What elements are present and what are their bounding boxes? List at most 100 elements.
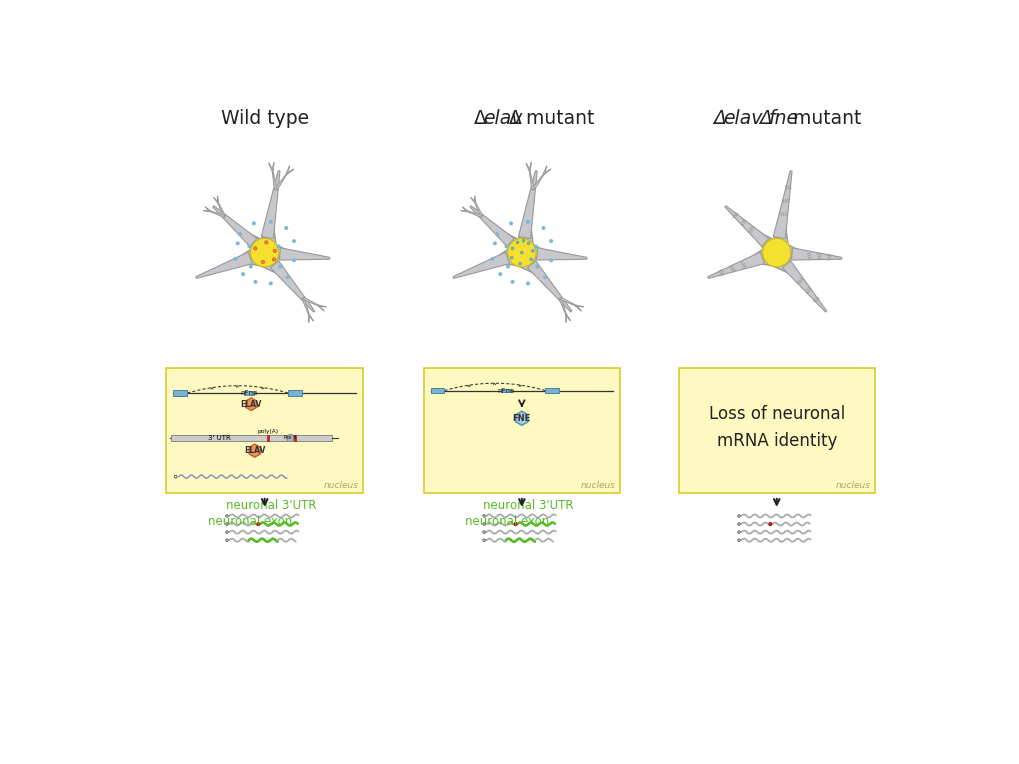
Circle shape [252, 222, 256, 225]
Circle shape [272, 257, 276, 261]
Polygon shape [286, 169, 293, 174]
Polygon shape [217, 196, 219, 202]
Polygon shape [529, 163, 531, 171]
Circle shape [483, 523, 485, 526]
Circle shape [226, 539, 228, 542]
Polygon shape [526, 163, 530, 171]
Circle shape [738, 539, 740, 542]
Text: mutant: mutant [520, 108, 594, 128]
Bar [679, 368, 875, 493]
Circle shape [768, 523, 772, 526]
Circle shape [514, 523, 518, 526]
Polygon shape [475, 196, 476, 202]
Text: nFne: nFne [497, 387, 515, 393]
Polygon shape [463, 207, 468, 212]
Polygon shape [204, 210, 210, 212]
Circle shape [490, 257, 494, 261]
Text: nucleus: nucleus [323, 481, 359, 490]
Polygon shape [461, 210, 468, 212]
Circle shape [535, 264, 539, 268]
Circle shape [534, 244, 538, 248]
Text: neuronal exon: neuronal exon [208, 515, 292, 528]
Text: fne: fne [768, 108, 798, 128]
Circle shape [291, 258, 296, 262]
Bar [173, 390, 187, 396]
Circle shape [174, 475, 177, 478]
Circle shape [504, 244, 508, 248]
Polygon shape [275, 173, 287, 190]
Circle shape [507, 238, 536, 267]
Circle shape [738, 531, 740, 533]
Text: Pol II: Pol II [284, 435, 297, 441]
Polygon shape [543, 166, 547, 174]
Polygon shape [319, 305, 326, 307]
Polygon shape [532, 173, 544, 190]
Bar [171, 435, 332, 441]
Circle shape [269, 220, 273, 224]
Circle shape [530, 258, 533, 261]
Circle shape [549, 258, 553, 262]
Polygon shape [470, 206, 515, 247]
Text: neuronal 3'UTR: neuronal 3'UTR [225, 499, 316, 512]
Polygon shape [566, 314, 571, 321]
Text: poly(A): poly(A) [257, 429, 278, 435]
Text: FNE: FNE [513, 414, 531, 422]
Text: Δ: Δ [713, 108, 727, 128]
Polygon shape [250, 444, 261, 457]
Circle shape [483, 539, 485, 542]
Polygon shape [468, 211, 482, 218]
Circle shape [291, 239, 296, 243]
Circle shape [254, 280, 258, 284]
Circle shape [251, 238, 279, 267]
Polygon shape [576, 305, 582, 311]
Text: mutant: mutant [787, 108, 861, 128]
Circle shape [249, 264, 253, 268]
Circle shape [242, 272, 246, 276]
Circle shape [519, 262, 522, 265]
Circle shape [522, 239, 525, 242]
Circle shape [238, 232, 243, 236]
Polygon shape [543, 169, 551, 174]
Polygon shape [475, 202, 483, 217]
Polygon shape [471, 197, 476, 203]
Circle shape [285, 275, 289, 280]
Polygon shape [708, 252, 764, 278]
Text: Wild type: Wild type [220, 108, 309, 128]
Text: nFne: nFne [240, 390, 258, 396]
Polygon shape [213, 206, 257, 247]
Polygon shape [783, 261, 826, 312]
Circle shape [511, 280, 515, 284]
Circle shape [526, 281, 530, 286]
Circle shape [738, 515, 740, 517]
Bar [501, 389, 512, 392]
Text: Δ: Δ [474, 108, 487, 128]
Polygon shape [773, 170, 792, 238]
Bar [166, 368, 363, 493]
Bar [244, 391, 254, 395]
Circle shape [273, 249, 276, 253]
Circle shape [286, 434, 293, 442]
Circle shape [483, 515, 485, 517]
Circle shape [517, 241, 519, 244]
Circle shape [226, 531, 228, 533]
Circle shape [284, 226, 288, 230]
Circle shape [549, 239, 553, 243]
Polygon shape [452, 252, 510, 278]
Polygon shape [218, 202, 225, 217]
Bar [424, 368, 620, 493]
Circle shape [543, 275, 547, 280]
Polygon shape [309, 315, 310, 322]
Polygon shape [286, 166, 289, 174]
Polygon shape [279, 248, 330, 260]
Polygon shape [270, 261, 315, 312]
Circle shape [532, 250, 534, 252]
Circle shape [527, 242, 530, 244]
Circle shape [276, 244, 280, 248]
Polygon shape [214, 197, 219, 203]
Text: Δ: Δ [508, 108, 522, 128]
Circle shape [521, 251, 523, 254]
Text: Δ: Δ [759, 108, 771, 128]
Circle shape [226, 523, 228, 526]
Text: ELAV: ELAV [245, 446, 266, 455]
Circle shape [493, 241, 497, 245]
